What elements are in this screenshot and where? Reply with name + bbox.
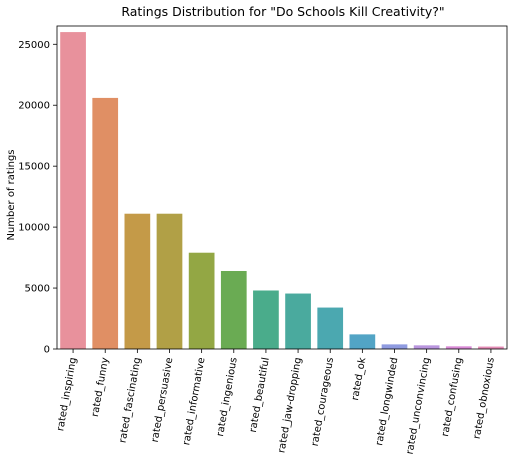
x-tick-label: rated_persuasive <box>150 357 176 444</box>
bar-rated_beautiful <box>253 290 279 349</box>
bar-rated_confusing <box>445 346 472 349</box>
y-tick-label: 25000 <box>18 40 50 51</box>
bar-rated_informative <box>188 252 215 349</box>
bar-rated_ok <box>349 334 376 349</box>
bar-rated_longwinded <box>381 344 408 349</box>
x-tick-label: rated_confusing <box>440 357 465 438</box>
plot-area <box>56 25 508 350</box>
plot-frame <box>56 25 508 350</box>
y-axis-label: Number of ratings <box>6 149 17 240</box>
x-tick-label: rated_inspiring <box>55 357 79 432</box>
bar-rated_obnoxious <box>478 346 504 349</box>
x-tick-label: rated_ok <box>350 356 368 401</box>
chart-title: Ratings Distribution for "Do Schools Kil… <box>121 4 444 19</box>
bar-rated_persuasive <box>156 213 183 349</box>
x-tick-label: rated_jaw-dropping <box>276 357 304 454</box>
x-tick-label: rated_courageous <box>310 357 336 448</box>
bar-rated_fascinating <box>124 213 151 349</box>
y-tick-label: 20000 <box>18 101 50 112</box>
x-axis: rated_inspiring rated_funny rated_fascinat… <box>55 349 497 455</box>
bar-rated_jaw-dropping <box>285 293 311 349</box>
bar-rated_unconvincing <box>413 345 440 349</box>
y-tick-label: 5000 <box>25 284 50 295</box>
bar-rated_inspiring <box>60 32 86 350</box>
bar-rated_funny <box>92 97 119 349</box>
y-tick-label: 15000 <box>18 162 50 173</box>
bar-rated_ingenious <box>220 270 247 349</box>
x-tick-label: rated_ingenious <box>215 357 240 438</box>
x-tick-label: rated_informative <box>181 357 207 447</box>
bar-rated_courageous <box>317 307 344 349</box>
y-tick-label: 0 <box>44 345 50 356</box>
x-tick-label: rated_fascinating <box>117 357 143 444</box>
x-tick-label: rated_longwinded <box>374 357 400 447</box>
y-tick-label: 10000 <box>18 223 50 234</box>
x-tick-label: rated_obnoxious <box>472 357 497 440</box>
y-axis: 0 5000 10000 15000 20000 25000 <box>18 40 57 356</box>
x-tick-label: rated_unconvincing <box>405 357 433 456</box>
x-tick-label: rated_beautiful <box>248 357 272 434</box>
x-tick-label: rated_funny <box>90 357 111 418</box>
